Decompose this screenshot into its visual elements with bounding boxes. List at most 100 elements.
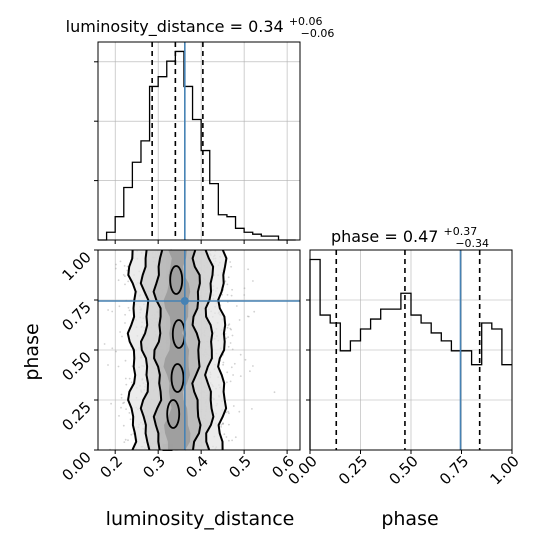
sample-point (246, 315, 249, 318)
sample-point (115, 350, 117, 353)
contour-line (152, 249, 164, 451)
sample-point (226, 371, 229, 374)
contour-lines (126, 249, 228, 451)
sample-point (121, 335, 123, 338)
truth-point (180, 297, 189, 305)
x-tick-label: 0.75 (436, 452, 472, 488)
sample-point (230, 265, 233, 268)
sample-point (230, 294, 233, 297)
sample-point (122, 424, 125, 427)
sample-point (251, 408, 253, 410)
title-lower: −0.06 (301, 27, 335, 40)
title-param: luminosity_distance (66, 17, 225, 37)
quantile-lines (335, 250, 481, 450)
sample-point (226, 381, 228, 384)
sample-point (227, 410, 230, 413)
sample-point (229, 261, 232, 263)
sample-point (124, 359, 127, 362)
sample-point (124, 322, 126, 324)
sample-point (111, 347, 114, 350)
title-median: 0.47 (403, 227, 439, 246)
sample-point (124, 377, 127, 380)
sample-point (123, 265, 126, 267)
sample-point (239, 353, 242, 356)
tick-marks (306, 299, 310, 401)
sample-point (230, 328, 233, 331)
y-tick-label: 1.00 (58, 248, 94, 284)
sample-point (252, 280, 254, 282)
x-tick-label: 0.2 (96, 452, 126, 482)
sample-point (220, 426, 223, 428)
sample-point (238, 410, 241, 413)
sample-point (117, 365, 120, 368)
sample-point (226, 294, 229, 296)
sample-point (228, 323, 231, 325)
sample-point (253, 310, 256, 313)
sample-point (247, 315, 250, 318)
sample-point (128, 309, 131, 312)
y-tick-label: 0.00 (58, 448, 94, 484)
axes-frame (97, 41, 301, 241)
sample-point (227, 336, 230, 338)
contour-line (217, 249, 228, 451)
title-equals: = (230, 17, 249, 36)
luminosity-distance-histogram (98, 50, 296, 241)
sample-point (225, 436, 228, 438)
sample-point (228, 423, 230, 426)
sample-point (234, 436, 237, 439)
sample-point (230, 366, 233, 369)
sample-point (107, 364, 109, 366)
sample-point (229, 342, 232, 344)
contour-line (139, 249, 151, 451)
sample-point (220, 424, 223, 426)
sample-point (127, 280, 130, 283)
sample-point (221, 293, 224, 296)
contour-line (204, 249, 215, 451)
y-tick-label: 0.25 (58, 398, 94, 434)
sample-point (123, 441, 126, 443)
sample-point (222, 422, 225, 425)
title-upper: +0.37 (444, 225, 478, 238)
title-median: 0.34 (248, 17, 284, 36)
title-equals: = (384, 227, 403, 246)
sample-point (244, 358, 247, 361)
grid-lines (98, 42, 300, 240)
sample-point (120, 406, 122, 409)
sample-point (126, 265, 129, 268)
sample-point (224, 333, 227, 335)
x-tick-labels: 0.2 0.3 0.4 0.5 0.6 (96, 450, 298, 482)
sample-point (232, 405, 235, 407)
sample-point (114, 267, 117, 270)
sample-point (223, 433, 226, 436)
sample-point (243, 294, 246, 296)
sample-point (231, 348, 234, 351)
y-tick-label: 0.75 (58, 298, 94, 334)
contour-loop (170, 363, 185, 393)
sample-point (124, 283, 126, 286)
sample-point (224, 280, 227, 282)
sample-point (229, 380, 232, 383)
contour-line (191, 249, 202, 451)
sample-point (122, 274, 125, 276)
y-tick-labels: 0.00 0.25 0.50 0.75 1.00 (58, 248, 98, 484)
sample-point (231, 288, 234, 291)
sample-point (125, 408, 127, 410)
sample-point (232, 374, 235, 376)
sample-point (231, 439, 234, 442)
sample-point (120, 397, 123, 399)
x-tick-label: 0.25 (335, 452, 371, 488)
sample-point (225, 411, 228, 414)
sample-point (231, 334, 234, 337)
sample-point (128, 377, 131, 380)
y-axis-label: phase (21, 323, 43, 380)
sample-point (249, 370, 251, 373)
sample-point (222, 422, 224, 425)
sample-point (229, 327, 232, 330)
sample-point (235, 305, 238, 307)
sample-point (130, 433, 133, 436)
sample-point (124, 438, 127, 441)
sample-point (222, 361, 225, 364)
sample-point (243, 287, 246, 290)
sample-point (128, 412, 131, 414)
